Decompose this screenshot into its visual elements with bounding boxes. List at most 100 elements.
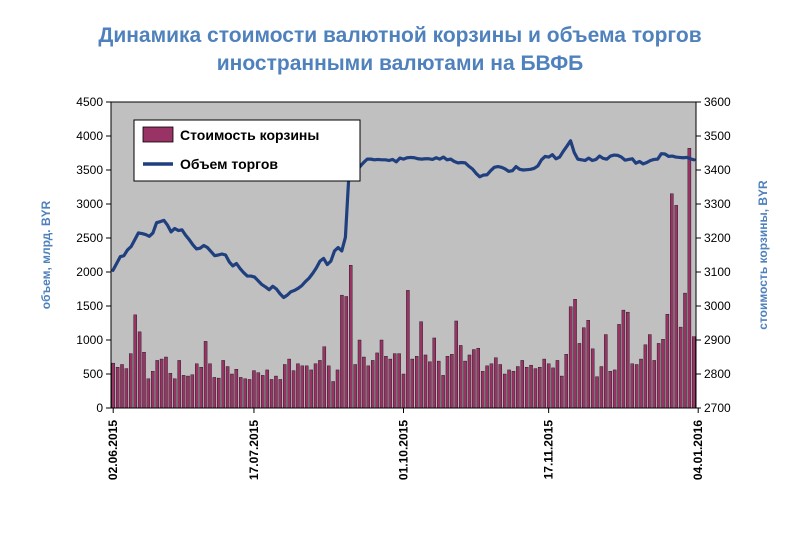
bar-77 xyxy=(450,354,454,409)
left-tick-label-1: 500 xyxy=(83,367,103,381)
bar-82 xyxy=(472,349,476,409)
bar-88 xyxy=(498,364,502,409)
bar-18 xyxy=(190,374,195,409)
right-tick-label-5: 3200 xyxy=(704,231,731,245)
bar-109 xyxy=(590,348,595,409)
bar-8 xyxy=(146,378,151,409)
bar-103 xyxy=(564,354,568,409)
bar-45 xyxy=(309,369,313,409)
left-y-axis: 0 500 1000 1500 2000 2500 3000 3500 4000 4500 xyxy=(76,95,112,415)
bar-13 xyxy=(168,373,173,409)
bar-117 xyxy=(626,311,630,409)
bar-101 xyxy=(555,360,560,409)
left-tick-label-0: 0 xyxy=(96,401,103,415)
bar-54 xyxy=(349,265,353,409)
bar-19 xyxy=(195,363,199,409)
bar-97 xyxy=(538,367,542,409)
bar-81 xyxy=(467,354,472,409)
left-tick-label-5: 2500 xyxy=(76,231,103,245)
bar-70 xyxy=(419,321,423,409)
bar-4 xyxy=(129,353,133,409)
bar-64 xyxy=(392,353,397,409)
bar-49 xyxy=(327,365,331,409)
bar-36 xyxy=(269,379,274,409)
bar-20 xyxy=(199,367,203,409)
left-tick-label-6: 3000 xyxy=(76,197,103,211)
bar-105 xyxy=(573,299,577,409)
right-tick-label-8: 3500 xyxy=(704,129,731,143)
bar-51 xyxy=(335,369,340,409)
bar-48 xyxy=(322,346,327,409)
bar-60 xyxy=(375,352,379,409)
bar-35 xyxy=(265,369,269,409)
bar-42 xyxy=(296,363,300,409)
x-tick-label-3: 17.11.2015 xyxy=(542,420,556,480)
bar-102 xyxy=(560,375,564,409)
legend-label-basket-cost: Стоимость корзины xyxy=(180,127,319,143)
bar-47 xyxy=(318,360,322,409)
bar-98 xyxy=(542,358,546,409)
bar-44 xyxy=(305,365,309,409)
bar-125 xyxy=(661,339,665,409)
chart-title-line-1: Динамика стоимости валютной корзины и об… xyxy=(98,24,702,47)
right-axis-title: стоимость корзины, BYR xyxy=(756,180,770,330)
bar-16 xyxy=(181,375,186,409)
bar-50 xyxy=(331,381,335,409)
legend-label-trade-volume: Объем торгов xyxy=(180,156,278,172)
right-tick-label-3: 3000 xyxy=(704,299,731,313)
right-tick-label-1: 2800 xyxy=(704,367,731,381)
bar-104 xyxy=(568,306,573,409)
legend-swatch-bar xyxy=(142,126,174,143)
bar-72 xyxy=(428,361,432,409)
bar-29 xyxy=(239,377,243,409)
bar-106 xyxy=(577,343,582,409)
bar-66 xyxy=(401,373,406,409)
bar-119 xyxy=(634,364,639,409)
bar-84 xyxy=(480,371,485,409)
bar-14 xyxy=(173,378,177,409)
right-tick-label-4: 3100 xyxy=(704,265,731,279)
legend: Стоимость корзины Объем торгов xyxy=(133,119,361,182)
bar-11 xyxy=(159,358,164,409)
bar-26 xyxy=(225,366,230,409)
bar-87 xyxy=(494,357,498,409)
bar-32 xyxy=(252,370,256,409)
trade-volume-line xyxy=(111,139,696,300)
bar-95 xyxy=(529,364,533,409)
bar-56 xyxy=(357,339,362,409)
bar-67 xyxy=(406,290,410,409)
bar-33 xyxy=(256,372,261,409)
bar-79 xyxy=(458,345,463,409)
right-tick-label-6: 3300 xyxy=(704,197,731,211)
right-tick-label-0: 2700 xyxy=(704,401,731,415)
bar-31 xyxy=(247,379,252,409)
bar-86 xyxy=(489,363,494,409)
bar-40 xyxy=(287,358,291,409)
bar-83 xyxy=(476,347,480,409)
bar-115 xyxy=(617,324,621,409)
bar-94 xyxy=(524,367,529,409)
bar-30 xyxy=(243,378,247,409)
bar-122 xyxy=(648,334,652,409)
bar-114 xyxy=(612,369,617,409)
bar-80 xyxy=(463,360,467,409)
right-y-axis: 2700 2800 2900 3000 3100 3200 3300 3400 3500 3600 xyxy=(695,95,731,415)
right-tick-label-2: 2900 xyxy=(704,333,731,347)
bar-1 xyxy=(115,367,120,409)
bar-93 xyxy=(520,360,524,409)
bar-124 xyxy=(656,343,661,409)
bar-55 xyxy=(353,364,357,409)
bar-96 xyxy=(533,368,538,409)
bar-123 xyxy=(652,360,656,409)
bar-17 xyxy=(186,375,190,409)
bar-39 xyxy=(283,364,287,409)
bar-128 xyxy=(674,205,678,409)
left-axis-title: объем, млрд. BYR xyxy=(39,200,53,309)
bar-24 xyxy=(217,377,221,409)
x-tick-label-1: 17.07.2015 xyxy=(247,420,261,480)
left-tick-label-9: 4500 xyxy=(76,95,103,109)
bar-129 xyxy=(678,326,683,409)
bar-34 xyxy=(261,375,265,409)
bar-121 xyxy=(643,344,648,409)
bar-7 xyxy=(142,352,146,409)
